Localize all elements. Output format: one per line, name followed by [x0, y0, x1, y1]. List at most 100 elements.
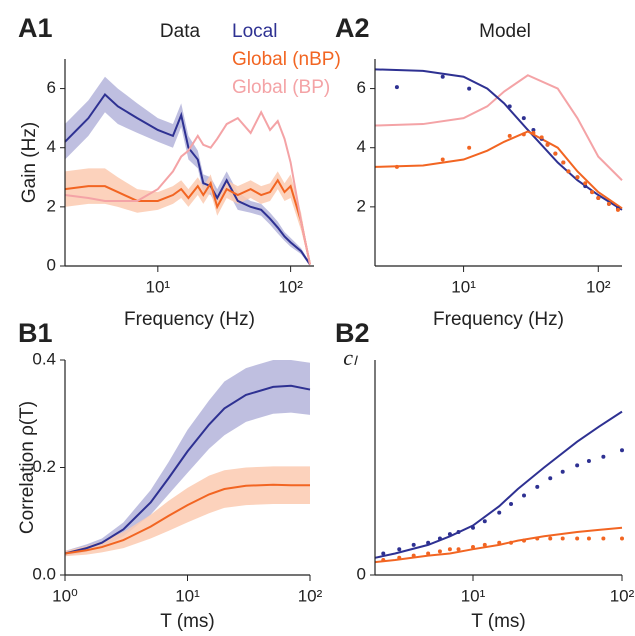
data-line [374, 74, 623, 181]
data-dot [561, 160, 566, 165]
y-axis-label: cₗ [343, 345, 358, 370]
data-dot [521, 116, 526, 121]
data-dot [575, 463, 580, 468]
data-dot [509, 540, 514, 545]
data-dot [426, 540, 431, 545]
x-axis-label: Frequency (Hz) [124, 309, 255, 330]
data-dot [535, 536, 540, 541]
data-dot [606, 201, 611, 206]
data-dot [437, 549, 442, 554]
data-dot [397, 555, 402, 560]
data-dot [482, 519, 487, 524]
y-tick-label: 0.2 [32, 457, 56, 476]
data-dot [548, 476, 553, 481]
data-dot [620, 536, 624, 541]
data-dot [601, 454, 606, 459]
data-dot [411, 542, 416, 547]
data-dot [456, 547, 461, 552]
x-tick-label: 10² [298, 586, 323, 605]
data-dot [470, 525, 475, 530]
error-band [65, 76, 311, 266]
y-tick-label: 0.0 [32, 564, 56, 583]
x-tick-label: 10² [278, 277, 303, 296]
panel-label: B2 [335, 318, 370, 348]
error-band [65, 168, 311, 266]
data-dot [467, 145, 472, 150]
data-dot [397, 547, 402, 552]
data-dot [548, 536, 553, 541]
x-tick-label: 10¹ [146, 277, 171, 296]
x-tick-label: 10⁰ [52, 586, 78, 605]
y-tick-label: 4 [357, 137, 366, 156]
data-dot [497, 510, 502, 515]
data-dot [531, 127, 536, 132]
data-dot [411, 553, 416, 558]
data-dot [447, 547, 452, 552]
data-dot [447, 532, 452, 537]
x-axis-label: T (ms) [471, 611, 526, 632]
panel-title: Model [479, 21, 531, 42]
data-dot [586, 536, 591, 541]
data-dot [509, 502, 514, 507]
x-tick-label: 10¹ [461, 586, 486, 605]
data-line [64, 178, 312, 265]
x-tick-label: 10² [610, 586, 635, 605]
data-dot [590, 190, 595, 195]
data-dot [470, 545, 475, 550]
data-dot [601, 536, 606, 541]
data-dot [394, 85, 399, 90]
data-line [374, 130, 623, 210]
x-axis-label: Frequency (Hz) [433, 309, 564, 330]
y-tick-label: 0.4 [32, 349, 56, 368]
data-dot [539, 135, 544, 140]
error-band [65, 466, 310, 557]
legend-entry: Global (nBP) [232, 49, 341, 70]
error-band [65, 360, 310, 557]
legend-entry: Global (BP) [232, 77, 330, 98]
panel-title: Data [160, 21, 201, 42]
data-dot [535, 484, 540, 489]
data-dot [381, 551, 386, 556]
y-tick-label: 6 [357, 78, 366, 97]
data-dot [522, 538, 527, 543]
data-dot [583, 184, 588, 189]
y-tick-label: 0 [357, 564, 366, 583]
data-dot [437, 536, 442, 541]
data-line [374, 526, 623, 564]
x-tick-label: 10¹ [175, 586, 200, 605]
data-dot [586, 459, 591, 464]
data-dot [482, 542, 487, 547]
data-line [64, 384, 311, 555]
legend-entry: Local [232, 21, 277, 42]
panel-label: A2 [335, 13, 370, 43]
data-dot [545, 142, 550, 147]
data-dot [467, 86, 472, 91]
data-dot [553, 151, 558, 156]
panel-label: A1 [18, 13, 53, 43]
x-tick-label: 10² [586, 277, 611, 296]
data-dot [507, 133, 512, 138]
data-line [374, 68, 623, 211]
y-axis-label: Gain (Hz) [19, 122, 40, 203]
y-tick-label: 4 [47, 137, 56, 156]
data-dot [497, 540, 502, 545]
data-dot [426, 551, 431, 556]
data-dot [575, 175, 580, 180]
data-dot [531, 130, 536, 135]
data-dot [566, 169, 571, 174]
y-tick-label: 2 [357, 196, 366, 215]
data-dot [521, 132, 526, 137]
x-axis-label: T (ms) [160, 611, 215, 632]
data-dot [381, 557, 386, 562]
panel-label: B1 [18, 318, 53, 348]
data-dot [575, 536, 580, 541]
data-dot [507, 104, 512, 109]
data-dot [394, 164, 399, 169]
data-dot [615, 207, 620, 212]
data-dot [620, 448, 624, 453]
data-line [64, 110, 312, 265]
data-dot [560, 469, 565, 474]
y-tick-label: 6 [47, 78, 56, 97]
